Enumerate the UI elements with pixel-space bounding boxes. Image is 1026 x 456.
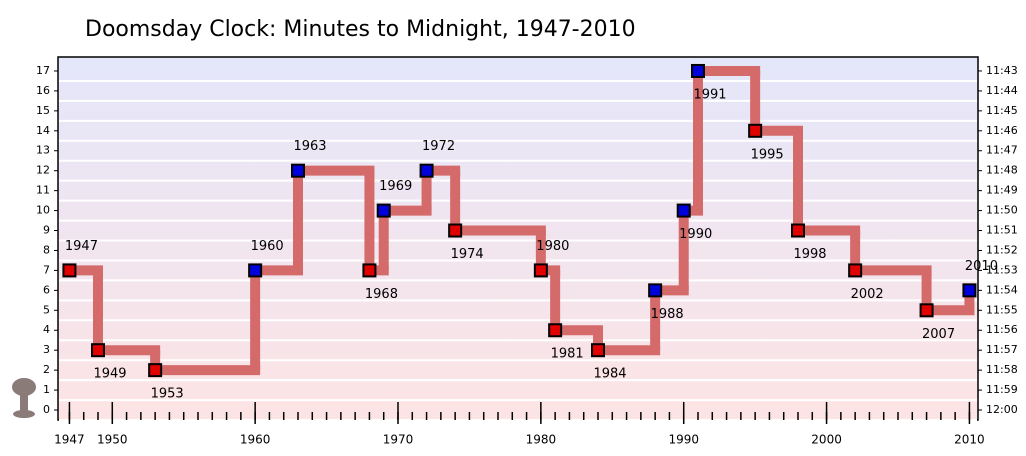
data-label: 1991 — [693, 87, 726, 102]
data-label: 1981 — [551, 347, 584, 362]
y-tick-label: 8 — [43, 243, 50, 256]
x-tick-label: 2010 — [954, 433, 985, 447]
y-tick-label: 15 — [36, 104, 50, 117]
marker — [591, 343, 605, 358]
y2-tick-label: 11:43 — [986, 64, 1018, 77]
y2-tick-label: 11:59 — [986, 383, 1018, 396]
marker — [248, 263, 263, 278]
data-label: 1974 — [451, 247, 484, 262]
marker — [676, 203, 691, 218]
x-tick-label: 2000 — [811, 433, 842, 447]
y2-tick-label: 11:57 — [986, 343, 1018, 356]
marker — [548, 323, 563, 338]
marker — [648, 283, 663, 298]
data-label: 1963 — [293, 139, 326, 154]
y-tick-label: 10 — [36, 204, 50, 217]
data-label: 1990 — [679, 227, 712, 242]
marker — [419, 163, 434, 178]
y2-tick-label: 11:47 — [986, 144, 1018, 157]
marker — [791, 223, 805, 238]
marker — [291, 163, 305, 178]
y-tick-label: 1 — [43, 383, 50, 396]
marker — [748, 123, 763, 138]
y-tick-label: 2 — [43, 363, 50, 376]
marker — [848, 263, 863, 278]
y-tick-label: 7 — [43, 263, 50, 276]
chart-title: Doomsday Clock: Minutes to Midnight, 194… — [85, 17, 636, 42]
data-label: 1998 — [793, 247, 826, 262]
marker — [62, 263, 77, 278]
y-tick-label: 14 — [36, 124, 50, 137]
marker — [91, 343, 105, 358]
y-tick-label: 4 — [43, 323, 50, 336]
y2-tick-label: 11:48 — [986, 164, 1018, 177]
data-label: 1953 — [151, 387, 184, 402]
data-label: 2002 — [851, 287, 884, 302]
y2-tick-label: 11:54 — [986, 283, 1018, 296]
y-tick-label: 6 — [43, 283, 50, 296]
y-tick-label: 17 — [36, 64, 50, 77]
marker — [448, 223, 463, 238]
y2-tick-label: 11:51 — [986, 224, 1018, 237]
y2-tick-label: 11:56 — [986, 323, 1018, 336]
data-label: 1968 — [365, 287, 398, 302]
y-tick-label: 3 — [43, 343, 50, 356]
marker — [691, 63, 705, 78]
marker — [148, 363, 163, 378]
y2-tick-label: 11:58 — [986, 363, 1018, 376]
y2-tick-label: 11:50 — [986, 204, 1018, 217]
y2-tick-label: 12:00 — [986, 403, 1018, 416]
data-label: 1988 — [651, 307, 684, 322]
x-tick-label: 1980 — [526, 433, 557, 447]
y-tick-label: 12 — [36, 164, 50, 177]
data-label: 1980 — [536, 239, 569, 254]
data-label: 1969 — [379, 179, 412, 194]
y2-tick-label: 11:45 — [986, 104, 1018, 117]
marker — [962, 283, 977, 298]
x-tick-label: 1990 — [668, 433, 699, 447]
marker — [362, 263, 377, 278]
data-label: 1984 — [593, 367, 626, 382]
y2-tick-label: 11:46 — [986, 124, 1018, 137]
x-tick-label: 1970 — [383, 433, 414, 447]
data-label: 1972 — [422, 139, 455, 154]
y2-tick-label: 11:49 — [986, 184, 1018, 197]
x-tick-label: 1960 — [240, 433, 271, 447]
marker — [919, 303, 934, 318]
y-tick-label: 0 — [43, 403, 50, 416]
y-tick-label: 9 — [43, 224, 50, 237]
marker — [533, 263, 548, 278]
data-label: 1947 — [65, 239, 98, 254]
data-label: 1995 — [751, 147, 784, 162]
marker — [376, 203, 391, 218]
y-tick-label: 16 — [36, 84, 50, 97]
data-label: 1949 — [93, 367, 126, 382]
y2-tick-label: 11:52 — [986, 243, 1018, 256]
y-tick-label: 5 — [43, 303, 50, 316]
y2-tick-label: 11:53 — [986, 263, 1018, 276]
y-tick-label: 11 — [36, 184, 50, 197]
data-label: 2010 — [965, 259, 998, 274]
x-tick-label: 1950 — [97, 433, 128, 447]
x-tick-label: 1947 — [54, 433, 85, 447]
mushroom-icon — [12, 378, 36, 418]
y-tick-label: 13 — [36, 144, 50, 157]
y2-tick-label: 11:55 — [986, 303, 1018, 316]
data-label: 1960 — [251, 239, 284, 254]
y2-tick-label: 11:44 — [986, 84, 1018, 97]
data-label: 2007 — [922, 327, 955, 342]
